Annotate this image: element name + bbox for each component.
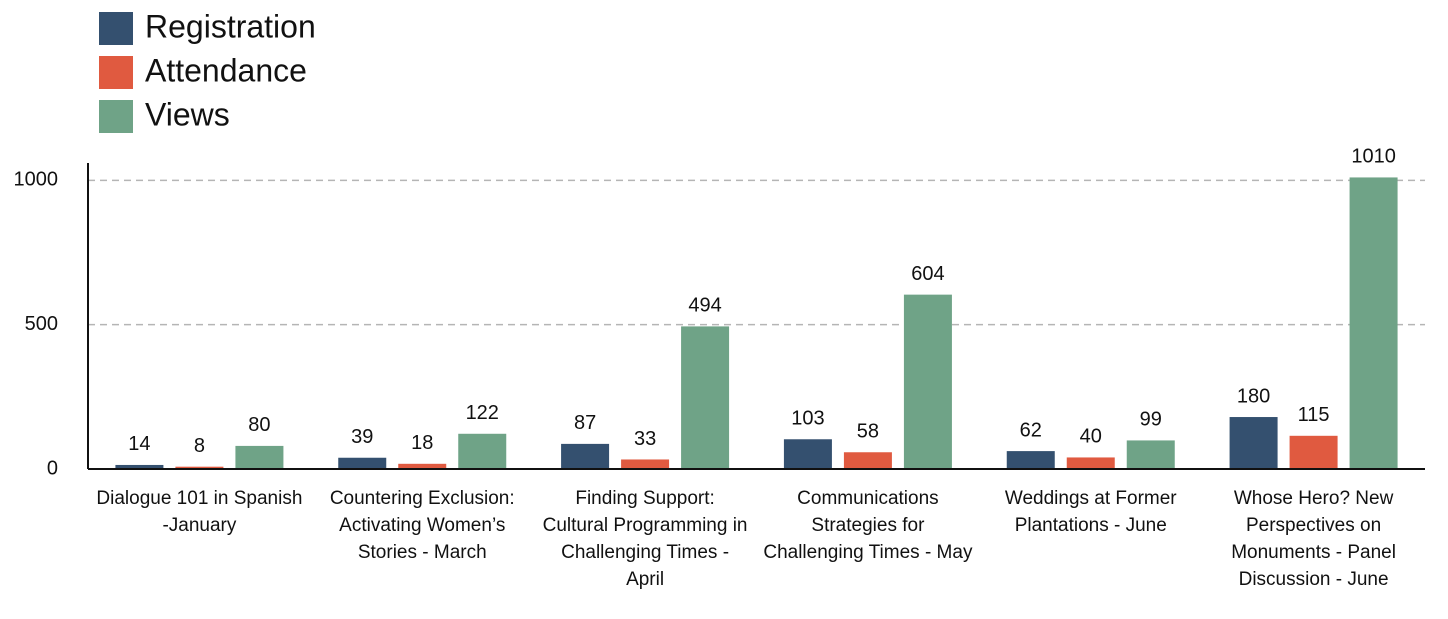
- bar: [1289, 435, 1338, 469]
- bar: [458, 433, 507, 469]
- value-label: 180: [1237, 385, 1270, 407]
- legend-label: Registration: [145, 8, 316, 44]
- value-label: 18: [411, 432, 433, 454]
- legend-label: Views: [145, 96, 230, 132]
- value-label: 604: [911, 263, 944, 285]
- x-tick-label: Communications Strategies for Challengin…: [763, 488, 973, 563]
- bar: [1349, 177, 1398, 469]
- x-tick-label: Dialogue 101 in Spanish -January: [96, 488, 303, 536]
- value-label: 58: [857, 421, 879, 443]
- value-label: 103: [791, 408, 824, 430]
- value-label: 494: [688, 295, 721, 317]
- bar: [1126, 440, 1175, 469]
- legend-swatch: [99, 56, 133, 89]
- value-label: 80: [248, 414, 270, 436]
- bar: [235, 445, 284, 469]
- value-label: 122: [466, 402, 499, 424]
- legend-swatch: [99, 12, 133, 45]
- bar: [1006, 451, 1055, 469]
- bar: [115, 464, 164, 469]
- bar: [1229, 417, 1278, 469]
- bar: [561, 443, 610, 469]
- value-label: 87: [574, 412, 596, 434]
- x-tick-label: Weddings at Former Plantations - June: [1004, 488, 1177, 536]
- legend-label: Attendance: [145, 52, 307, 88]
- value-label: 99: [1140, 409, 1162, 431]
- x-tick-label: Whose Hero? New Perspectives on Monument…: [1231, 488, 1396, 590]
- bar: [398, 463, 447, 469]
- y-tick-label: 1000: [14, 169, 59, 191]
- x-tick-label: Finding Support: Cultural Programming in…: [542, 488, 748, 590]
- value-label: 115: [1298, 404, 1330, 426]
- bar: [903, 294, 952, 469]
- x-tick-label: Countering Exclusion: Activating Women’s…: [329, 488, 515, 563]
- legend-swatch: [99, 100, 133, 133]
- bar: [783, 439, 832, 469]
- bar: [621, 459, 670, 469]
- value-label: 14: [128, 433, 150, 455]
- value-label: 8: [194, 435, 205, 457]
- value-label: 1010: [1351, 146, 1396, 168]
- value-label: 39: [351, 426, 373, 448]
- bar: [1066, 457, 1115, 469]
- value-label: 62: [1020, 419, 1042, 441]
- y-tick-label: 500: [25, 313, 58, 335]
- value-label: 33: [634, 428, 656, 450]
- bar: [681, 326, 730, 469]
- bar: [175, 466, 224, 469]
- value-label: 40: [1080, 426, 1102, 448]
- bar: [843, 452, 892, 469]
- bar: [338, 457, 387, 469]
- y-tick-label: 0: [47, 457, 58, 479]
